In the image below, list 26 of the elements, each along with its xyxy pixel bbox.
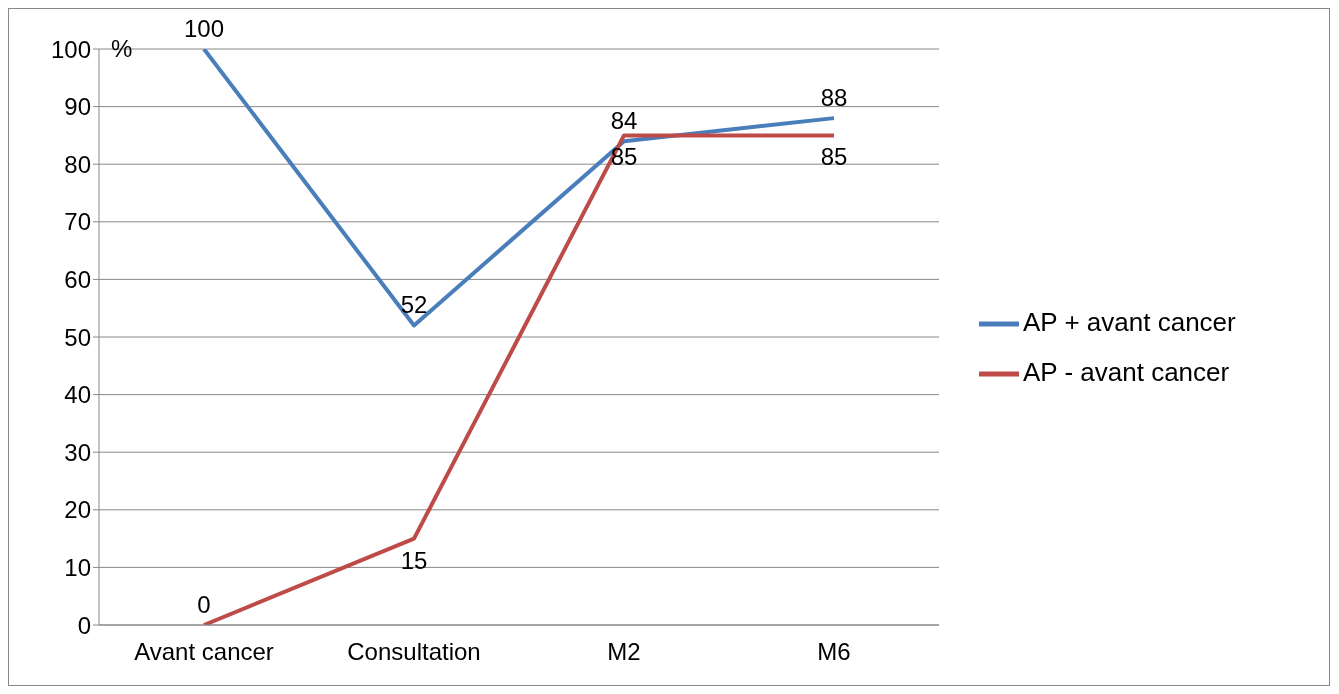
y-tick-label: 50 (64, 323, 91, 351)
y-tick-label: 0 (77, 611, 91, 639)
data-label: 85 (610, 143, 638, 171)
data-label: 88 (820, 84, 848, 112)
data-label: 85 (820, 143, 848, 171)
x-tick-label: M2 (607, 638, 641, 666)
y-tick-label: 40 (64, 381, 91, 409)
data-label: 84 (610, 107, 638, 135)
y-axis-title: % (111, 35, 133, 63)
data-label: 52 (400, 291, 428, 319)
y-tick-label: 20 (64, 496, 91, 524)
y-tick-label: 90 (64, 93, 91, 121)
data-label: 15 (400, 546, 428, 574)
x-tick-label: M6 (817, 638, 851, 666)
data-label: 0 (197, 591, 211, 618)
y-tick-label: 60 (64, 265, 91, 293)
y-tick-label: 70 (64, 208, 91, 236)
data-label: 100 (183, 15, 225, 42)
x-tick-label: Avant cancer (134, 638, 274, 666)
y-tick-label: 30 (64, 438, 91, 466)
y-tick-label: 100 (50, 35, 91, 63)
y-tick-label: 80 (64, 150, 91, 178)
x-tick-label: Consultation (347, 638, 481, 666)
legend-label: AP + avant cancer (1023, 307, 1236, 337)
y-tick-label: 10 (64, 553, 91, 581)
legend-label: AP - avant cancer (1023, 357, 1230, 387)
